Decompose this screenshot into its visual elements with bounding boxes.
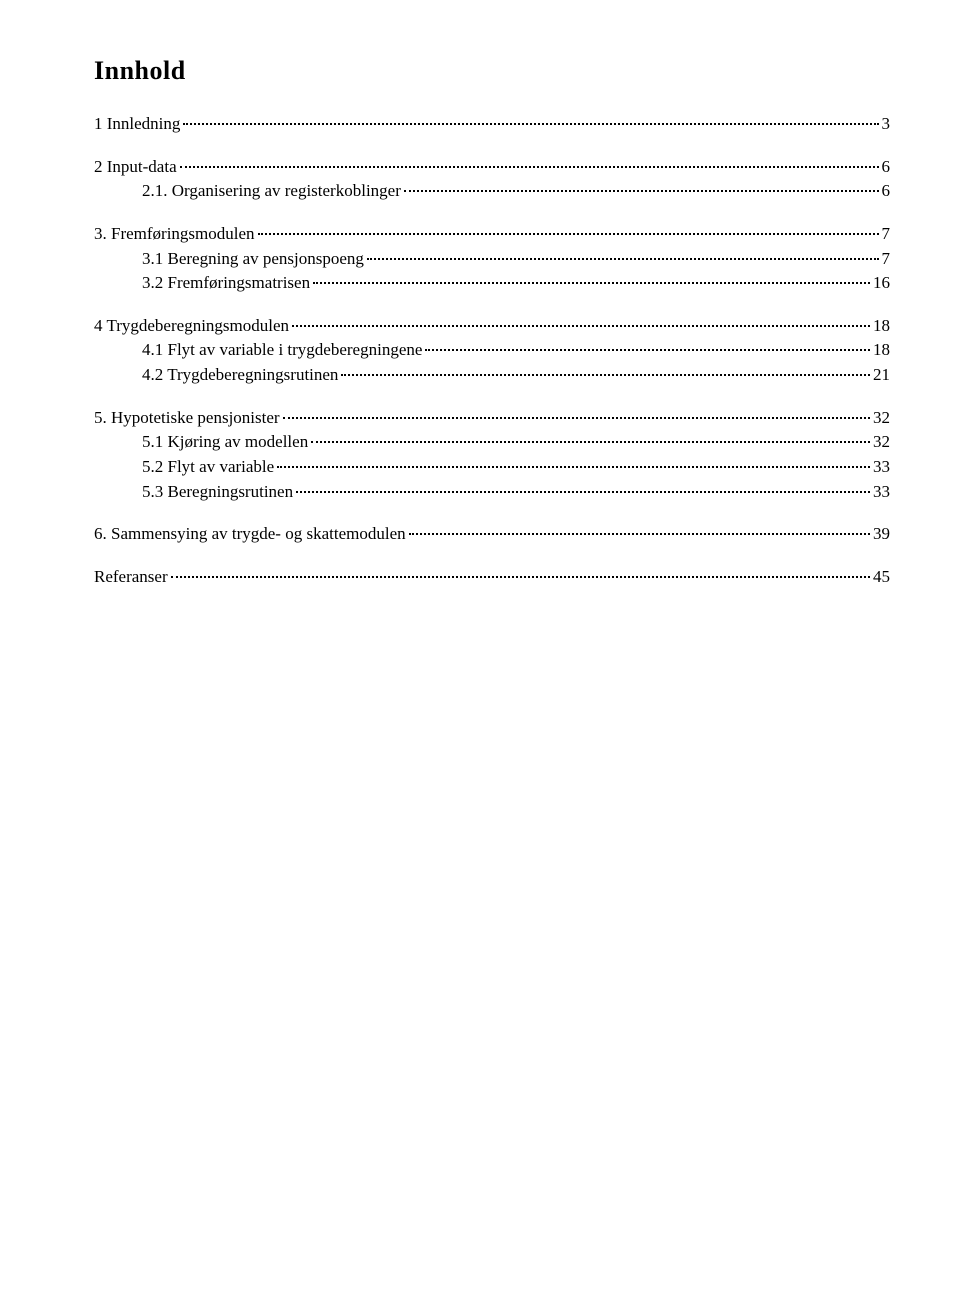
toc-leader-dots [180,166,879,168]
toc-leader-dots [404,190,879,192]
toc-entry-page: 3 [882,112,891,137]
toc-group: 6. Sammensying av trygde- og skattemodul… [94,522,890,547]
toc-entry-label: 2 Input-data [94,155,177,180]
toc-entry: 5.2 Flyt av variable 33 [94,455,890,480]
toc-entry-label: 3. Fremføringsmodulen [94,222,255,247]
toc-entry-label: 3.1 Beregning av pensjonspoeng [142,247,364,272]
toc-group: 2 Input-data 6 2.1. Organisering av regi… [94,155,890,204]
toc-group: 5. Hypotetiske pensjonister 32 5.1 Kjøri… [94,406,890,505]
toc-group: 1 Innledning 3 [94,112,890,137]
toc-entry-page: 45 [873,565,890,590]
toc-entry: 3. Fremføringsmodulen 7 [94,222,890,247]
toc-entry-page: 32 [873,430,890,455]
page-container: Innhold 1 Innledning 3 2 Input-data 6 2.… [0,0,960,590]
toc-entry-page: 6 [882,179,891,204]
toc-entry-label: 5.2 Flyt av variable [142,455,274,480]
toc-leader-dots [341,374,870,376]
toc-leader-dots [409,533,870,535]
toc-group: Referanser 45 [94,565,890,590]
toc-entry: 5.3 Beregningsrutinen 33 [94,480,890,505]
toc-entry: Referanser 45 [94,565,890,590]
toc-leader-dots [183,123,878,125]
toc-entry: 4 Trygdeberegningsmodulen 18 [94,314,890,339]
toc-entry-label: 5.1 Kjøring av modellen [142,430,308,455]
toc-leader-dots [258,233,879,235]
toc-entry-page: 21 [873,363,890,388]
toc-entry-page: 7 [882,247,891,272]
toc-leader-dots [296,491,870,493]
toc-entry-page: 33 [873,455,890,480]
toc-entry: 4.2 Trygdeberegningsrutinen 21 [94,363,890,388]
toc-leader-dots [313,282,870,284]
toc-leader-dots [425,349,870,351]
toc-entry-page: 6 [882,155,891,180]
toc-group: 4 Trygdeberegningsmodulen 18 4.1 Flyt av… [94,314,890,388]
toc-entry: 4.1 Flyt av variable i trygdeberegningen… [94,338,890,363]
toc-title: Innhold [94,56,890,86]
toc-group: 3. Fremføringsmodulen 7 3.1 Beregning av… [94,222,890,296]
toc-entry: 3.1 Beregning av pensjonspoeng 7 [94,247,890,272]
toc-leader-dots [277,466,870,468]
toc-entry-page: 18 [873,314,890,339]
toc-entry-page: 32 [873,406,890,431]
toc-entry-label: 4.2 Trygdeberegningsrutinen [142,363,338,388]
toc-entry-page: 39 [873,522,890,547]
toc-entry: 5.1 Kjøring av modellen 32 [94,430,890,455]
toc-entry: 2 Input-data 6 [94,155,890,180]
toc-leader-dots [171,576,870,578]
toc-leader-dots [311,441,870,443]
table-of-contents: 1 Innledning 3 2 Input-data 6 2.1. Organ… [94,112,890,590]
toc-entry-label: Referanser [94,565,168,590]
toc-entry-label: 6. Sammensying av trygde- og skattemodul… [94,522,406,547]
toc-entry-page: 16 [873,271,890,296]
toc-entry-label: 5. Hypotetiske pensjonister [94,406,280,431]
toc-entry: 1 Innledning 3 [94,112,890,137]
toc-entry-label: 3.2 Fremføringsmatrisen [142,271,310,296]
toc-entry-page: 33 [873,480,890,505]
toc-entry: 3.2 Fremføringsmatrisen 16 [94,271,890,296]
toc-entry: 2.1. Organisering av registerkoblinger 6 [94,179,890,204]
toc-entry-label: 4 Trygdeberegningsmodulen [94,314,289,339]
toc-entry-label: 5.3 Beregningsrutinen [142,480,293,505]
toc-entry-page: 18 [873,338,890,363]
toc-leader-dots [292,325,870,327]
toc-entry: 6. Sammensying av trygde- og skattemodul… [94,522,890,547]
toc-leader-dots [283,417,870,419]
toc-entry-page: 7 [882,222,891,247]
toc-entry-label: 4.1 Flyt av variable i trygdeberegningen… [142,338,422,363]
toc-leader-dots [367,258,879,260]
toc-entry-label: 2.1. Organisering av registerkoblinger [142,179,401,204]
toc-entry-label: 1 Innledning [94,112,180,137]
toc-entry: 5. Hypotetiske pensjonister 32 [94,406,890,431]
